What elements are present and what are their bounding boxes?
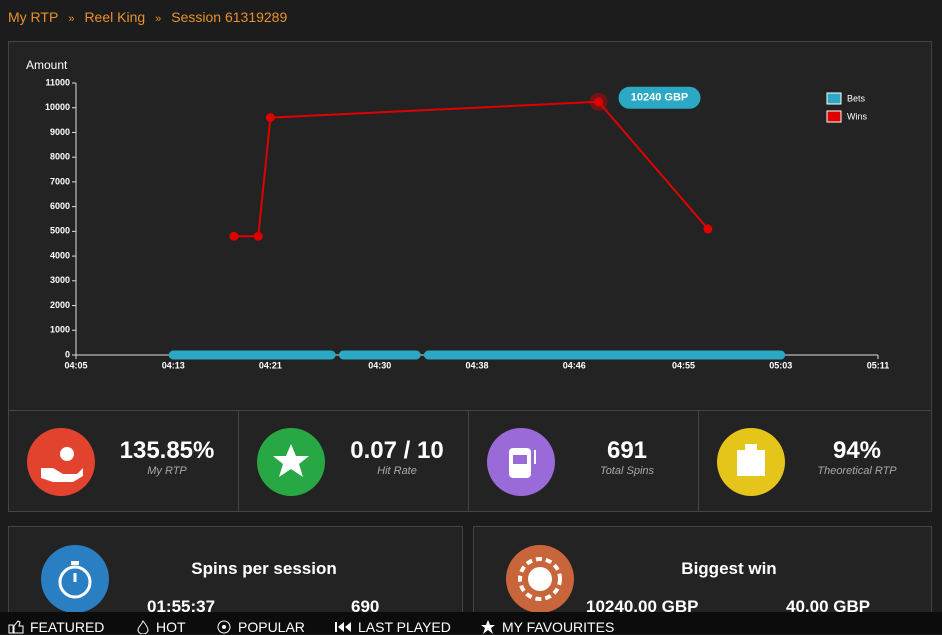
nav-label: MY FAVOURITES <box>502 619 615 635</box>
y-axis-label: Amount <box>26 58 68 72</box>
icon <box>717 428 785 496</box>
stat-label: Theoretical RTP <box>817 465 897 477</box>
x-tick-label: 04:21 <box>259 360 282 370</box>
point <box>703 224 713 234</box>
card: Spins per session 01:55:37 690 <box>8 526 463 626</box>
nav-item[interactable]: FEATURED <box>8 619 104 635</box>
chart: Amount 0 1000 2000 3000 4000 5000 6000 7000 8000… <box>26 58 890 370</box>
icon <box>257 428 325 496</box>
y-tick-label: 1000 <box>50 325 70 335</box>
x-tick-label: 04:05 <box>64 360 87 370</box>
crumb-link[interactable]: My RTP <box>8 9 59 25</box>
legend-label: Wins <box>847 111 867 121</box>
x-tick-label: 04:30 <box>368 360 391 370</box>
chart-panel: Amount 0 1000 2000 3000 4000 5000 6000 7000 8000… <box>8 41 932 411</box>
y-tick-label: 4000 <box>50 250 70 260</box>
y-tick-label: 6000 <box>50 201 70 211</box>
legend-swatch <box>826 110 842 123</box>
nav-item[interactable]: MY FAVOURITES <box>480 619 614 635</box>
point <box>265 113 275 123</box>
nav-label: FEATURED <box>30 619 105 635</box>
stat-value: 0.07 / 10 <box>350 437 444 464</box>
x-tick-label: 05:11 <box>867 360 890 370</box>
y-tick-label: 10000 <box>45 102 70 112</box>
point <box>253 231 263 241</box>
stat-label: My RTP <box>147 465 187 477</box>
nav-label: POPULAR <box>238 619 305 635</box>
stat-label: Total Spins <box>599 465 655 477</box>
stat-value: 691 <box>606 437 648 464</box>
stat: 0.07 / 10 Hit Rate <box>239 411 469 511</box>
y-tick-label: 9000 <box>50 127 70 137</box>
card-value: 690 <box>351 597 380 616</box>
stat: 691 Total Spins <box>469 411 699 511</box>
nav-label: LAST PLAYED <box>358 619 451 635</box>
y-tick-label: 2000 <box>50 300 70 310</box>
breadcrumb: My RTP» Reel King» Session 61319289 <box>8 9 288 25</box>
bottom-nav: FEATURED HOT POPULAR LAST PLAYED MY FAVO… <box>0 612 942 635</box>
icon <box>487 428 555 496</box>
crumb-link[interactable]: Reel King <box>84 9 146 25</box>
crumb-current: Session 61319289 <box>171 9 288 25</box>
icon <box>506 545 574 613</box>
legend-swatch <box>826 92 842 105</box>
x-tick-label: 04:46 <box>563 360 586 370</box>
nav-item[interactable]: POPULAR <box>216 619 305 635</box>
y-tick-label: 7000 <box>50 176 70 186</box>
card-value: 10240.00 GBP <box>586 597 699 616</box>
x-tick-label: 04:55 <box>672 360 695 370</box>
card-title: Biggest win <box>681 559 777 578</box>
card: Biggest win 10240.00 GBP 40.00 GBP <box>473 526 932 626</box>
stats-row: 135.85% My RTP 0.07 / 10 Hit Rate 691 To… <box>8 410 932 512</box>
y-tick-label: 3000 <box>50 275 70 285</box>
stat-label: Hit Rate <box>377 465 417 477</box>
stat: 94% Theoretical RTP <box>699 411 929 511</box>
nav-item[interactable]: LAST PLAYED <box>334 619 451 635</box>
card-value: 01:55:37 <box>147 597 216 616</box>
legend-label: Bets <box>847 93 866 103</box>
icon <box>27 428 95 496</box>
y-tick-label: 11000 <box>45 77 70 87</box>
line-1 <box>232 100 709 238</box>
y-tick-label: 8000 <box>50 152 70 162</box>
stat: 135.85% My RTP <box>9 411 239 511</box>
nav-item[interactable]: HOT <box>136 619 186 635</box>
x-tick-label: 04:13 <box>162 360 185 370</box>
y-tick-label: 5000 <box>50 226 70 236</box>
icon <box>41 545 109 613</box>
nav-label: HOT <box>156 619 186 635</box>
point <box>594 97 604 107</box>
point <box>229 231 239 241</box>
x-tick-label: 05:03 <box>769 360 792 370</box>
y-tick-label: 0 <box>65 349 70 359</box>
tooltip <box>618 86 701 109</box>
stat-value: 94% <box>832 437 882 464</box>
tooltip-text: 10240 GBP <box>631 92 688 104</box>
card-title: Spins per session <box>191 559 337 578</box>
card-value: 40.00 GBP <box>786 597 871 616</box>
x-tick-label: 04:38 <box>465 360 488 370</box>
stat-value: 135.85% <box>119 437 215 464</box>
